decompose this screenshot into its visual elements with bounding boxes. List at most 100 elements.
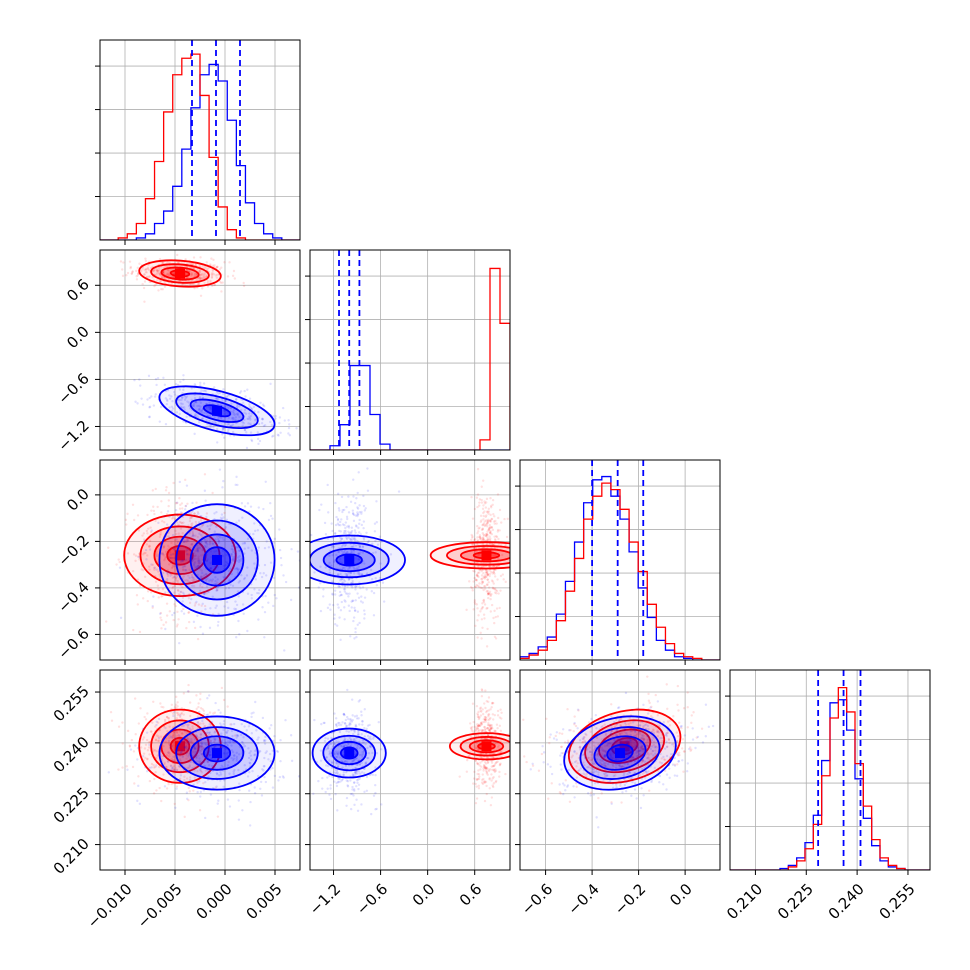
scatter-point bbox=[496, 714, 500, 717]
scatter-point bbox=[260, 454, 262, 456]
scatter-point bbox=[361, 545, 364, 549]
scatter-point bbox=[197, 270, 201, 273]
scatter-point bbox=[358, 522, 361, 525]
scatter-point bbox=[154, 580, 158, 583]
scatter-point bbox=[213, 711, 217, 714]
scatter-point bbox=[196, 548, 199, 552]
scatter-point bbox=[321, 787, 324, 790]
scatter-point bbox=[493, 591, 497, 594]
scatter-point bbox=[186, 579, 190, 582]
scatter-point bbox=[279, 738, 282, 742]
scatter-point bbox=[208, 711, 212, 714]
scatter-point bbox=[198, 407, 202, 410]
scatter-point bbox=[270, 423, 274, 427]
scatter-point bbox=[224, 526, 228, 529]
scatter-point bbox=[206, 543, 209, 546]
scatter-point bbox=[177, 532, 181, 535]
scatter-point bbox=[482, 600, 486, 604]
scatter-point bbox=[365, 572, 369, 575]
scatter-point bbox=[487, 581, 490, 584]
scatter-point bbox=[247, 417, 250, 421]
scatter-point bbox=[182, 591, 185, 595]
scatter-point bbox=[195, 414, 198, 417]
scatter-point bbox=[149, 526, 152, 529]
scatter-point bbox=[194, 414, 197, 418]
scatter-point bbox=[138, 378, 141, 381]
scatter-point bbox=[491, 543, 494, 546]
scatter-point bbox=[170, 556, 174, 560]
scatter-point bbox=[192, 584, 196, 588]
scatter-point bbox=[137, 722, 141, 725]
scatter-point bbox=[182, 540, 185, 544]
scatter-point bbox=[492, 571, 496, 574]
scatter-point bbox=[498, 770, 501, 774]
scatter-point bbox=[472, 777, 476, 780]
scatter-point bbox=[496, 528, 500, 532]
scatter-point bbox=[186, 553, 189, 557]
scatter-point bbox=[174, 382, 178, 386]
scatter-point bbox=[198, 809, 202, 812]
scatter-point bbox=[125, 765, 128, 768]
scatter-point bbox=[333, 780, 336, 783]
scatter-point bbox=[478, 585, 481, 589]
scatter-point bbox=[198, 264, 201, 268]
scatter-point bbox=[288, 434, 292, 437]
scatter-point bbox=[222, 388, 225, 391]
scatter-point bbox=[478, 775, 481, 778]
scatter-point bbox=[253, 791, 257, 795]
scatter-point bbox=[486, 530, 489, 533]
scatter-point bbox=[473, 601, 476, 604]
scatter-point bbox=[201, 265, 204, 268]
scatter-point bbox=[363, 790, 366, 794]
panel-frame bbox=[309, 249, 511, 451]
scatter-point bbox=[265, 574, 268, 577]
scatter-point bbox=[193, 561, 197, 564]
scatter-point bbox=[358, 552, 361, 556]
scatter-point bbox=[344, 521, 348, 524]
scatter-point bbox=[328, 568, 331, 571]
scatter-point bbox=[191, 727, 194, 730]
scatter-point bbox=[167, 751, 170, 754]
scatter-point bbox=[208, 401, 211, 404]
scatter-point bbox=[355, 567, 359, 570]
scatter-point bbox=[332, 545, 336, 549]
scatter-point bbox=[261, 417, 264, 420]
scatter-point bbox=[236, 590, 240, 593]
scatter-point bbox=[476, 539, 480, 542]
scatter-point bbox=[344, 584, 347, 588]
scatter-point bbox=[353, 803, 356, 807]
scatter-point bbox=[378, 576, 382, 580]
scatter-point bbox=[493, 575, 497, 578]
scatter-point bbox=[167, 782, 170, 786]
scatter-point bbox=[150, 730, 153, 733]
scatter-point bbox=[147, 268, 151, 272]
scatter-point bbox=[484, 534, 488, 537]
scatter-point bbox=[198, 559, 201, 563]
scatter-point bbox=[133, 782, 136, 785]
scatter-point bbox=[152, 792, 156, 795]
scatter-point bbox=[171, 768, 175, 771]
scatter-point bbox=[278, 548, 282, 552]
density-peak-blue bbox=[212, 748, 222, 759]
scatter-point bbox=[484, 573, 487, 577]
scatter-point bbox=[241, 603, 245, 606]
scatter-point bbox=[165, 577, 169, 581]
scatter-point bbox=[148, 568, 151, 571]
scatter-point bbox=[156, 754, 159, 757]
scatter-point bbox=[205, 592, 208, 595]
scatter-point bbox=[217, 537, 220, 541]
scatter-point bbox=[209, 567, 212, 570]
scatter-point bbox=[672, 715, 675, 718]
scatter-point bbox=[241, 424, 244, 427]
scatter-point bbox=[234, 600, 237, 603]
scatter-point bbox=[333, 593, 337, 596]
scatter-point bbox=[484, 706, 487, 710]
scatter-point bbox=[347, 526, 351, 529]
scatter-point bbox=[356, 514, 359, 518]
scatter-point bbox=[185, 415, 188, 419]
scatter-point bbox=[170, 395, 173, 398]
scatter-point bbox=[176, 253, 179, 257]
scatter-point bbox=[165, 570, 168, 573]
scatter-point bbox=[272, 414, 275, 418]
scatter-point bbox=[319, 582, 322, 585]
